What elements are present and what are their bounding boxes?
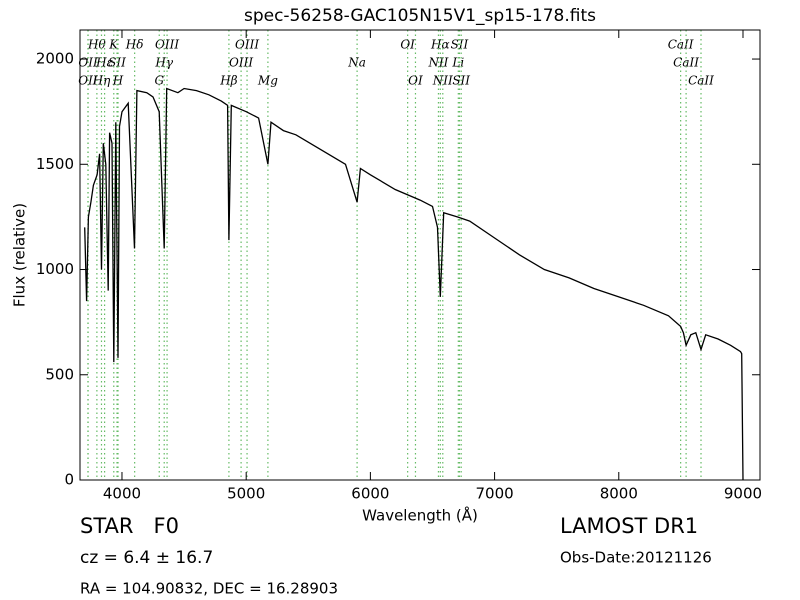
y-axis-label: Flux (relative) [11, 203, 29, 307]
spectrum-line [84, 87, 744, 481]
coordinates: RA = 104.90832, DEC = 16.28903 [80, 580, 338, 598]
spectral-line-label: OI [408, 74, 423, 88]
spectral-line-label: OIII [229, 56, 253, 70]
spectral-line-label: SII [451, 38, 469, 52]
x-tick-label: 8000 [600, 485, 638, 503]
x-tick-label: 5000 [227, 485, 265, 503]
spectral-line-label: OIII [235, 38, 259, 52]
y-tick-label: 1500 [36, 155, 74, 173]
spectral-line-label: Hη [92, 74, 111, 88]
chart-title: spec-56258-GAC105N15V1_sp15-178.fits [244, 6, 596, 26]
spectral-line-label: K [108, 38, 119, 52]
x-tick-label: 4000 [103, 485, 141, 503]
y-tick-label: 0 [64, 471, 74, 489]
spectral-line-label: Hθ [87, 38, 106, 52]
spectral-line-label: Mg [257, 74, 278, 88]
obs-date: Obs-Date:20121126 [560, 549, 712, 567]
x-tick-label: 9000 [724, 485, 762, 503]
spectral-line-label: Hα [430, 38, 450, 52]
y-tick-label: 1000 [36, 260, 74, 278]
plot-frame [79, 29, 761, 481]
spectral-line-label: OI [400, 38, 415, 52]
y-tick-label: 500 [45, 365, 74, 383]
spectral-line-label: Hγ [154, 56, 173, 70]
spectral-line-label: NII [432, 74, 453, 88]
spectral-line-label: NII [427, 56, 448, 70]
x-axis-label: Wavelength (Å) [362, 506, 478, 525]
spectral-line-label: Na [347, 56, 366, 70]
spectral-line-label: Hε [95, 56, 113, 70]
spectral-line-label: H [112, 74, 124, 88]
x-tick-label: 7000 [475, 485, 513, 503]
x-tick-label: 6000 [351, 485, 389, 503]
y-tick-label: 2000 [36, 50, 74, 68]
spectral-line-label: CaII [688, 74, 714, 88]
spectral-line-label: SII [108, 56, 126, 70]
redshift: cz = 6.4 ± 16.7 [80, 548, 213, 568]
spectral-line-label: Hδ [125, 38, 144, 52]
survey: LAMOST DR1 [560, 514, 698, 538]
spectral-line-label: G [154, 74, 164, 88]
spectral-line-label: CaII [673, 56, 699, 70]
spectral-line-label: OIII [155, 38, 179, 52]
spectral-line-label: CaII [668, 38, 694, 52]
object-class: STAR F0 [80, 514, 179, 538]
spectral-line-label: OII [78, 74, 98, 88]
spectral-line-label: SII [452, 74, 470, 88]
spectral-line-label: Hβ [219, 74, 237, 88]
spectral-line-label: Li [451, 56, 464, 70]
